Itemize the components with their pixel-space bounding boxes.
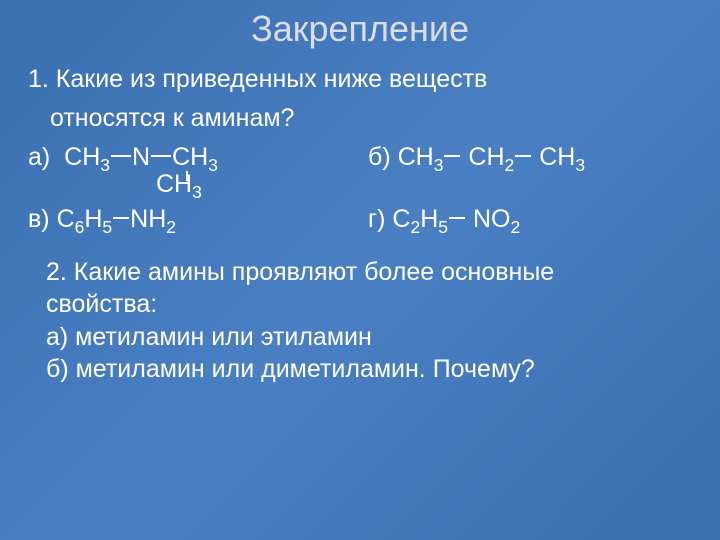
label-a: а) — [28, 143, 50, 171]
q2-line2: свойства: — [46, 288, 692, 321]
vertical-bond-icon — [186, 171, 188, 181]
v-nh2: NH2 — [130, 205, 176, 233]
question-2: 2. Какие амины проявляют более основные … — [28, 256, 692, 386]
label-b: б) — [368, 143, 391, 171]
bond-icon — [111, 155, 131, 157]
option-g: г) C2H5 NO2 — [368, 205, 692, 234]
formula-row-ab: а) CH3 N CH3 б) CH3 CH2 CH3 — [28, 143, 692, 172]
q2-line4: б) метиламин или диметиламин. Почему? — [46, 353, 692, 386]
q2-line3: а) метиламин или этиламин — [46, 321, 692, 354]
formula-row-vg: в) C6H5 NH2 г) C2H5 NO2 — [28, 205, 692, 234]
bond-icon — [449, 217, 465, 219]
b-ch3-1: CH3 — [398, 143, 444, 171]
g-no2: NO2 — [473, 205, 520, 233]
slide-title: Закрепление — [28, 8, 692, 50]
label-v: в) — [28, 205, 50, 233]
option-b: б) CH3 CH2 CH3 — [368, 143, 692, 172]
b-ch2: CH2 — [468, 143, 514, 171]
a-n: N — [132, 143, 150, 171]
bond-icon — [113, 217, 129, 219]
option-v: в) C6H5 NH2 — [28, 205, 368, 234]
g-c2h5: C2H5 — [392, 205, 448, 233]
option-a-below: CH3 — [28, 170, 692, 199]
label-g: г) — [368, 205, 385, 233]
question-1-line2: относятся к аминам? — [28, 103, 692, 134]
bond-icon — [515, 155, 531, 157]
v-c6h5: C6H5 — [57, 205, 113, 233]
a-ch3-2: CH3 — [172, 143, 218, 171]
bond-icon — [151, 155, 171, 157]
bond-icon — [444, 155, 460, 157]
b-ch3-2: CH3 — [539, 143, 585, 171]
q2-line1: 2. Какие амины проявляют более основные — [46, 256, 692, 289]
question-1-line1: 1. Какие из приведенных ниже веществ — [28, 64, 692, 95]
a-ch3-1: CH3 — [64, 143, 110, 171]
option-a: а) CH3 N CH3 — [28, 143, 368, 172]
